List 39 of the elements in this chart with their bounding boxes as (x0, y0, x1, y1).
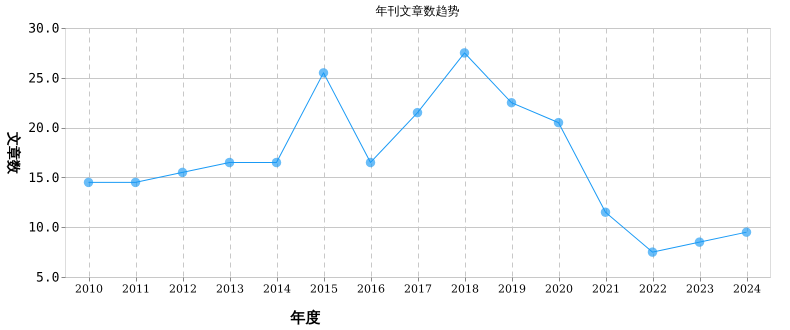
x-tick-label: 2013 (216, 282, 244, 296)
x-tick-label: 2017 (404, 282, 432, 296)
x-tick-label: 2021 (592, 282, 620, 296)
point (506, 98, 516, 108)
point (694, 237, 704, 247)
x-tick-label: 2015 (310, 282, 338, 296)
point (318, 68, 328, 78)
y-tick-label: 30.0 (28, 22, 60, 36)
point (178, 168, 188, 178)
y-tick-label: 10.0 (28, 220, 60, 236)
x-tick-label: 2016 (357, 282, 385, 296)
y-tick-label: 20.0 (28, 121, 60, 136)
y-tick-label: 5.0 (36, 270, 60, 286)
point (742, 227, 752, 237)
point (460, 48, 470, 58)
point (272, 158, 282, 168)
point (600, 208, 610, 217)
x-tick-label: 2023 (686, 282, 714, 296)
x-tick-label: 2014 (263, 282, 291, 296)
x-tick-label: 2018 (451, 282, 479, 296)
x-tick-label: 2019 (498, 282, 526, 296)
point (84, 178, 94, 188)
x-tick-label: 2024 (733, 282, 761, 296)
chart-title: 年刊文章数趋势 (376, 4, 460, 18)
x-tick-label: 2012 (169, 282, 197, 296)
point (224, 158, 234, 168)
point (412, 108, 422, 118)
x-tick-label: 2020 (545, 282, 573, 296)
point (130, 178, 140, 188)
x-tick-label: 2022 (639, 282, 667, 296)
x-axis-title: 年度 (290, 308, 320, 326)
x-tick-label: 2010 (75, 282, 103, 296)
point (648, 247, 658, 257)
y-axis-title: 文章数 (5, 131, 22, 175)
point (366, 158, 376, 168)
y-tick-label: 15.0 (28, 170, 60, 186)
point (554, 118, 564, 128)
x-tick-label: 2011 (122, 282, 150, 296)
y-tick-label: 25.0 (28, 71, 60, 86)
